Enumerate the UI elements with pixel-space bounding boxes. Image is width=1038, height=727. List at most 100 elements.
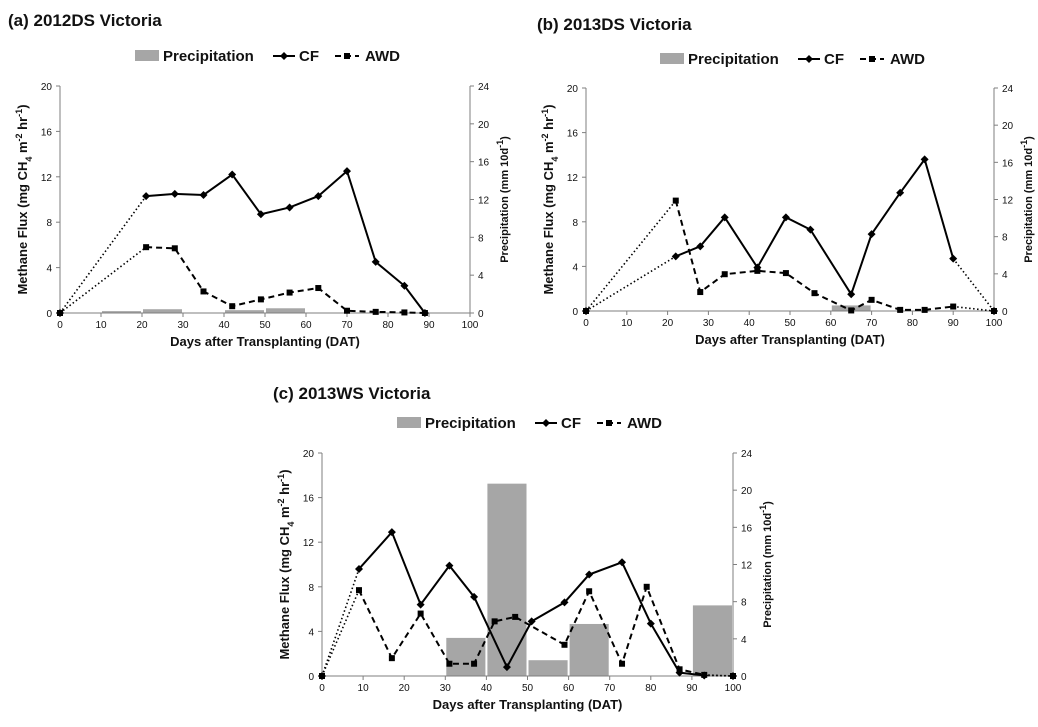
y2-tick-label: 8 [741, 598, 747, 609]
awd-point [171, 245, 178, 252]
y-tick-label: 8 [572, 218, 578, 229]
y2-tick-label: 20 [1002, 121, 1014, 132]
legend-precipitation-label: Precipitation [425, 415, 516, 432]
y-tick-label: 20 [303, 449, 315, 460]
x-tick-label: 0 [583, 318, 589, 329]
awd-series-start-segment [59, 246, 147, 314]
y-tick-label: 20 [567, 84, 579, 95]
legend-awd-marker [344, 53, 350, 59]
x-tick-label: 100 [725, 683, 742, 694]
y-tick-label: 8 [46, 218, 52, 229]
legend: Precipitation CF AWD [660, 51, 925, 68]
cf-series-start-segment [59, 195, 147, 314]
cf-series-start-segment [321, 568, 360, 677]
legend-cf-label: CF [824, 51, 844, 68]
awd-point [754, 267, 761, 274]
y-axis-label: Methane Flux (mg CH4 m-2 hr-1) [276, 469, 296, 659]
x-tick-label: 20 [399, 683, 411, 694]
x-tick-label: 30 [440, 683, 452, 694]
y2-tick-label: 8 [1002, 233, 1008, 244]
cf-point [502, 663, 511, 672]
cf-point [646, 619, 655, 628]
y2-tick-label: 4 [1002, 270, 1008, 281]
x-tick-label: 100 [462, 320, 479, 331]
x-tick-label: 10 [621, 318, 633, 329]
awd-point [315, 285, 322, 292]
cf-series-line [146, 169, 426, 314]
cf-point [896, 188, 905, 197]
x-tick-label: 40 [481, 683, 493, 694]
x-tick-label: 0 [57, 320, 63, 331]
y-tick-label: 12 [303, 538, 315, 549]
awd-point [319, 673, 325, 679]
awd-point [701, 671, 708, 678]
awd-series-start-segment [321, 589, 360, 677]
awd-point [57, 310, 63, 316]
x-axis-label: Days after Transplanting (DAT) [695, 332, 885, 347]
cf-point [343, 167, 351, 176]
y2-axis-label: Precipitation (mm 10d-1) [495, 136, 511, 263]
precipitation-bar-1 [446, 637, 486, 676]
awd-point [344, 307, 350, 314]
x-axis-label: Days after Transplanting (DAT) [433, 697, 623, 712]
cf-point [387, 528, 396, 537]
x-tick-label: 80 [907, 318, 919, 329]
cf-point [170, 189, 179, 198]
y2-tick-label: 16 [1002, 158, 1014, 169]
y2-tick-label: 8 [478, 233, 484, 244]
awd-point [512, 613, 519, 620]
x-tick-label: 0 [319, 683, 325, 694]
y-tick-label: 12 [567, 173, 579, 184]
y-axis-label: Methane Flux (mg CH4 m-2 hr-1) [540, 104, 560, 294]
y-tick-label: 0 [46, 309, 52, 320]
awd-point [401, 309, 408, 316]
x-tick-label: 20 [662, 318, 674, 329]
x-tick-label: 50 [522, 683, 534, 694]
x-tick-label: 30 [177, 320, 189, 331]
y-tick-label: 12 [41, 173, 53, 184]
awd-point [583, 308, 589, 314]
cf-point [400, 281, 409, 290]
awd-point [897, 306, 904, 313]
awd-point [143, 244, 150, 251]
awd-point [586, 588, 593, 595]
cf-point [142, 192, 151, 201]
x-tick-label: 100 [986, 318, 1003, 329]
cf-point [781, 213, 790, 222]
legend-cf-marker [805, 55, 813, 63]
legend-precipitation-label: Precipitation [163, 48, 254, 65]
awd-point [561, 641, 568, 648]
y2-tick-label: 20 [478, 120, 490, 131]
y2-tick-label: 0 [1002, 307, 1008, 318]
awd-point [200, 288, 207, 295]
x-tick-label: 50 [784, 318, 796, 329]
cf-point [720, 213, 729, 222]
precipitation-bar-4 [266, 308, 305, 313]
panel-title: (b) 2013DS Victoria [537, 15, 692, 34]
y2-tick-label: 4 [478, 271, 484, 282]
cf-point [228, 170, 237, 179]
awd-point [417, 610, 424, 617]
y-tick-label: 16 [41, 127, 53, 138]
x-tick-label: 80 [382, 320, 394, 331]
x-tick-label: 90 [948, 318, 960, 329]
y-tick-label: 16 [567, 129, 579, 140]
awd-point [991, 308, 997, 314]
legend-cf-marker [280, 52, 288, 60]
cf-series-end-segment [952, 258, 995, 312]
cf-point [199, 190, 208, 199]
y-axis-label: Methane Flux (mg CH4 m-2 hr-1) [14, 104, 34, 294]
cf-point [585, 570, 594, 579]
awd-point [782, 270, 789, 277]
awd-series-line [146, 246, 425, 314]
awd-point [471, 660, 478, 667]
x-axis-label: Days after Transplanting (DAT) [170, 334, 360, 349]
precipitation-bar-3 [528, 660, 568, 676]
awd-point [848, 307, 855, 314]
legend: Precipitation CF AWD [397, 415, 662, 432]
y2-axis-label: Precipitation (mm 10d-1) [758, 501, 774, 628]
